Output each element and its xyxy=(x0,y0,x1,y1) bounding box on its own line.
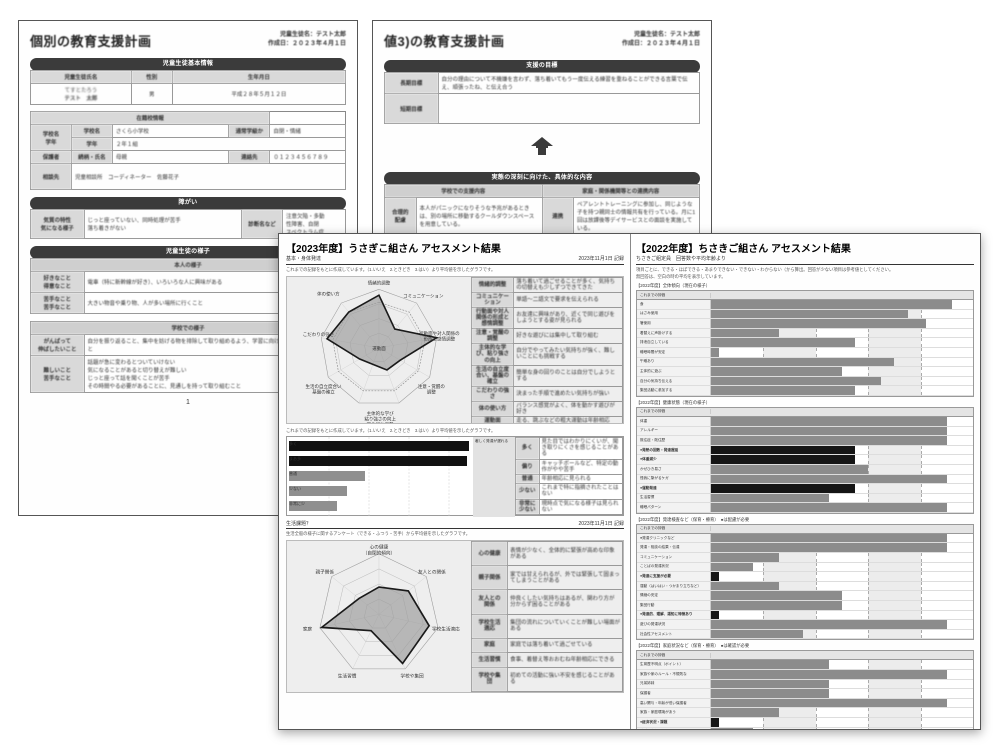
svg-text:学校生活適応: 学校生活適応 xyxy=(432,625,460,632)
svg-text:体の使い方: 体の使い方 xyxy=(317,291,340,298)
svg-text:形成と感情調整: 形成と感情調整 xyxy=(424,336,456,343)
svg-text:コミュニケーション: コミュニケーション xyxy=(403,292,444,299)
svg-text:生活習慣: 生活習慣 xyxy=(338,672,357,679)
svg-text:学校や集団: 学校や集団 xyxy=(401,672,425,679)
svg-text:取り組む姿勢: 取り組む姿勢 xyxy=(367,421,394,424)
svg-text:家庭: 家庭 xyxy=(303,625,313,632)
svg-text:基盤の確立: 基盤の確立 xyxy=(312,389,335,396)
svg-text:運動面: 運動面 xyxy=(372,345,386,352)
svg-text:（自閉的傾向）: （自閉的傾向） xyxy=(363,549,395,556)
svg-text:心の健康: 心の健康 xyxy=(370,544,389,551)
svg-text:親子関係: 親子関係 xyxy=(315,569,334,576)
svg-text:こだわりの強さ: こだわりの強さ xyxy=(303,331,335,338)
svg-text:情緒的調整: 情緒的調整 xyxy=(368,279,391,286)
svg-text:友人との関係: 友人との関係 xyxy=(418,569,446,576)
svg-text:調整: 調整 xyxy=(427,389,436,396)
